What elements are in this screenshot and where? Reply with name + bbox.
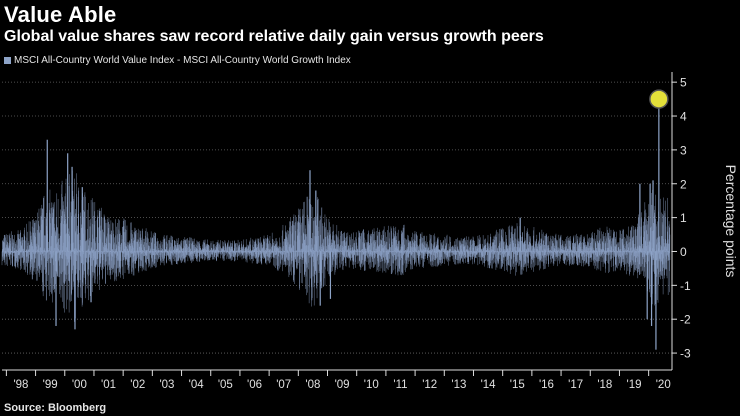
- x-tick-label: '16: [539, 379, 554, 391]
- x-tick-label: '98: [13, 379, 28, 391]
- x-tick-label: '01: [101, 379, 116, 391]
- x-tick-label: '06: [247, 379, 262, 391]
- x-tick-label: '18: [597, 379, 612, 391]
- legend: MSCI All-Country World Value Index - MSC…: [4, 55, 351, 66]
- legend-label: MSCI All-Country World Value Index - MSC…: [14, 55, 351, 66]
- y-tick-label: 5: [680, 76, 687, 90]
- y-tick-label: 0: [680, 245, 687, 259]
- x-tick-label: '17: [568, 379, 583, 391]
- x-tick-label: '10: [364, 379, 379, 391]
- gridlines: [2, 81, 672, 354]
- x-tick-label: '07: [276, 379, 291, 391]
- x-tick-labels: '98 '99 '00 '01 '02 '03 '04 '05 '06 '07 '08 '09 '10 '…: [5, 370, 671, 391]
- y-tick-label: 2: [680, 177, 687, 191]
- y-tick-label: -2: [680, 313, 691, 327]
- source-note: Source: Bloomberg: [4, 402, 107, 414]
- x-tick-label: '05: [218, 379, 233, 391]
- record-highlight-marker: [649, 89, 669, 109]
- x-tick-label: '03: [159, 379, 174, 391]
- x-tick-label: '00: [72, 379, 87, 391]
- axes: [2, 72, 673, 371]
- chart-subtitle: Global value shares saw record relative …: [4, 28, 544, 45]
- y-tick-label: 3: [680, 143, 687, 157]
- x-tick-label: '12: [422, 379, 437, 391]
- x-tick-label: '99: [43, 379, 58, 391]
- y-tick-label: -1: [680, 279, 691, 293]
- series-bars: [1, 99, 671, 350]
- y-tick-labels: 5 4 3 2 1 0 -1 -2 -3: [672, 76, 691, 361]
- legend-swatch: [4, 57, 11, 64]
- x-tick-label: '11: [393, 379, 407, 391]
- y-tick-label: 4: [680, 110, 687, 124]
- y-tick-label: -3: [680, 347, 691, 361]
- x-tick-label: '09: [335, 379, 350, 391]
- x-tick-label: '13: [451, 379, 466, 391]
- x-tick-label: '20: [656, 379, 671, 391]
- x-tick-label: '19: [627, 379, 642, 391]
- y-tick-label: 1: [680, 211, 687, 225]
- chart-title: Value Able: [4, 2, 117, 27]
- y-axis-label: Percentage points: [723, 165, 739, 278]
- x-tick-label: '15: [510, 379, 525, 391]
- x-tick-label: '08: [305, 379, 320, 391]
- x-tick-label: '14: [481, 379, 497, 391]
- x-tick-label: '02: [130, 379, 145, 391]
- x-tick-label: '04: [189, 379, 205, 391]
